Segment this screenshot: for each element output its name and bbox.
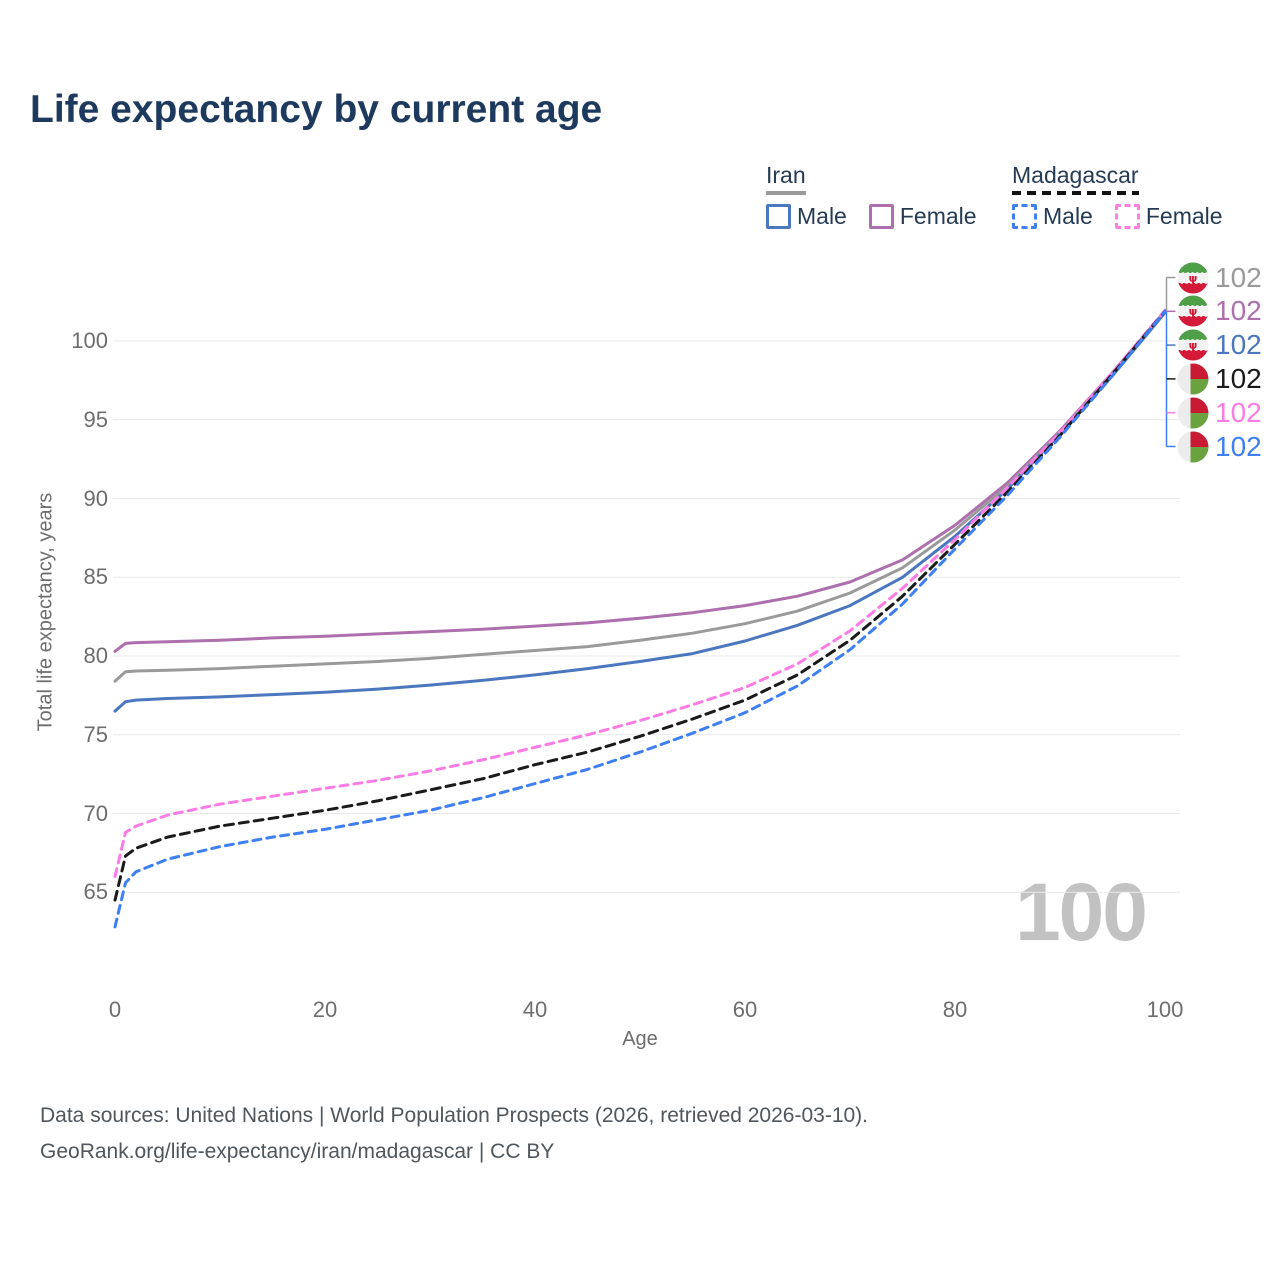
- x-tick-label: 0: [108, 997, 122, 1022]
- flag-icon-iran: ψ: [1177, 329, 1209, 361]
- end-label-madagascar: 102: [1177, 363, 1262, 395]
- legend-line-sample-dashed: [1012, 191, 1139, 195]
- x-axis-title: Age: [622, 1028, 658, 1050]
- end-label-iran: ψ 102: [1177, 329, 1262, 361]
- legend-group-iran: Iran Male Female: [766, 162, 999, 230]
- series-line-iran-both: [113, 310, 1167, 683]
- attribution-line: GeoRank.org/life-expectancy/iran/madagas…: [40, 1140, 555, 1163]
- series-end-value: 102: [1215, 362, 1262, 394]
- flag-icon-iran: ψ: [1177, 295, 1209, 327]
- series-line-madagascar-both: [113, 309, 1167, 902]
- series-line-madagascar-female: [113, 308, 1167, 878]
- y-tick-label: 90: [83, 485, 108, 511]
- flag-icon-madagascar: [1177, 431, 1209, 462]
- end-label-madagascar: 102: [1177, 431, 1262, 463]
- flag-icon-madagascar: [1177, 397, 1209, 429]
- legend-item-label: Female: [899, 203, 977, 229]
- y-tick-label: 75: [83, 721, 108, 747]
- y-tick-label: 85: [83, 564, 108, 590]
- x-tick-label: 60: [732, 997, 758, 1022]
- legend-line-sample-solid: [766, 191, 806, 195]
- y-tick-label: 65: [83, 879, 108, 905]
- svg-text:ψ: ψ: [1189, 339, 1198, 352]
- footer: Data sources: United Nations | World Pop…: [40, 1104, 868, 1176]
- flag-icon-iran: ψ: [1177, 262, 1209, 293]
- x-tick-label: 80: [942, 997, 968, 1022]
- legend-country-label: Madagascar: [1012, 162, 1139, 188]
- legend-checkbox-madagascar-female[interactable]: [1114, 204, 1140, 229]
- series-line-iran-male: [113, 311, 1167, 713]
- x-tick-label: 20: [312, 997, 338, 1022]
- svg-text:ψ: ψ: [1189, 305, 1198, 318]
- series-line-madagascar-male: [113, 309, 1167, 929]
- x-tick-label: 40: [522, 997, 548, 1022]
- series-end-value: 102: [1215, 261, 1262, 293]
- data-sources-line: Data sources: United Nations | World Pop…: [40, 1104, 869, 1127]
- legend-checkbox-madagascar-male[interactable]: [1012, 204, 1037, 229]
- svg-text:ψ: ψ: [1189, 272, 1198, 285]
- series-line-iran-female: [113, 309, 1167, 653]
- flag-icon-madagascar: [1177, 363, 1209, 395]
- chart-title: Life expectancy by current age: [30, 88, 603, 131]
- series-end-value: 102: [1215, 396, 1262, 428]
- age-watermark: 100: [1015, 867, 1148, 958]
- y-tick-label: 80: [83, 643, 108, 668]
- legend-item-label: Male: [1043, 203, 1093, 229]
- legend-checkbox-iran-female[interactable]: [868, 204, 894, 229]
- y-tick-label: 95: [83, 406, 108, 432]
- legend-checkbox-iran-male[interactable]: [766, 204, 791, 229]
- end-label-iran: ψ 102: [1177, 295, 1262, 327]
- end-label-madagascar: 102: [1177, 397, 1262, 429]
- y-tick-label: 70: [83, 800, 108, 826]
- legend-group-madagascar: Madagascar Male Female: [1012, 162, 1245, 230]
- y-tick-label: 100: [71, 328, 108, 353]
- legend-item-label: Male: [797, 203, 847, 229]
- legend-items-row: Male Female: [766, 203, 999, 230]
- series-end-value: 102: [1215, 329, 1262, 361]
- legend-item-label: Female: [1145, 203, 1223, 229]
- series-end-value: 102: [1215, 430, 1262, 462]
- end-label-iran: ψ 102: [1177, 262, 1262, 294]
- series-end-value: 102: [1215, 295, 1262, 327]
- x-tick-label: 100: [1146, 997, 1184, 1022]
- legend-country-label: Iran: [766, 162, 806, 188]
- y-axis-title: Total life expectancy, years: [34, 492, 57, 732]
- legend-items-row: Male Female: [1012, 203, 1245, 230]
